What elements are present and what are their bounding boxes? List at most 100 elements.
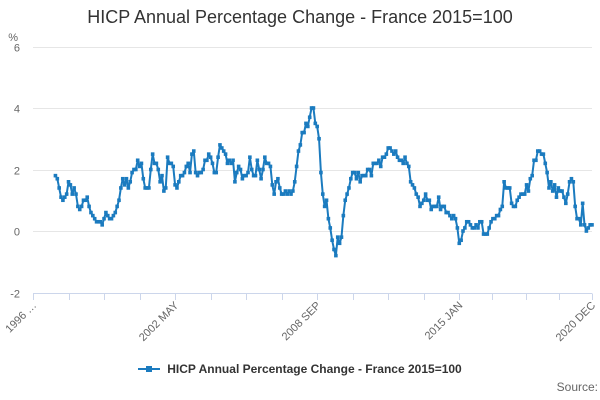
series-point-marker: [352, 170, 357, 175]
series-point-marker: [472, 226, 477, 230]
series-point-marker: [332, 247, 336, 252]
series-point-marker: [375, 161, 379, 166]
series-point-marker: [307, 115, 312, 120]
series-point-marker: [272, 192, 276, 196]
series-point-marker: [274, 180, 278, 184]
series-point-marker: [264, 161, 269, 166]
series-point-marker: [341, 213, 346, 218]
series-point-marker: [322, 204, 327, 209]
series-point-marker: [287, 189, 291, 193]
series-point-marker: [328, 226, 333, 230]
series-point-marker: [403, 155, 407, 159]
series-point-marker: [524, 183, 529, 187]
series-point-marker: [291, 189, 295, 193]
series-point-marker: [62, 195, 67, 199]
series-point-marker: [565, 192, 570, 196]
series-point-marker: [251, 173, 256, 178]
series-point-marker: [279, 192, 284, 196]
series-point-marker: [91, 213, 95, 218]
series-point-marker: [246, 170, 250, 175]
series-point-marker: [83, 198, 88, 203]
series-point-marker: [79, 204, 84, 209]
series-point-marker: [337, 241, 342, 246]
series-point-marker: [190, 152, 194, 156]
series-point-marker: [496, 213, 501, 218]
series-point-marker: [455, 226, 460, 230]
y-axis-tick-label: 0: [14, 227, 20, 239]
series-point-marker: [356, 170, 361, 175]
series-point-marker: [470, 226, 475, 230]
series-point-marker: [236, 164, 241, 169]
series-point-marker: [567, 180, 572, 184]
series-point-marker: [511, 204, 516, 209]
series-point-marker: [208, 155, 213, 159]
series-point-marker: [397, 158, 402, 163]
series-point-marker: [345, 192, 349, 196]
series-point-marker: [206, 152, 211, 156]
series-point-marker: [150, 152, 155, 156]
series-point-marker: [225, 161, 230, 166]
series-point-marker: [115, 204, 119, 209]
series-point-marker: [259, 176, 263, 181]
series-point-marker: [558, 189, 563, 193]
y-axis-unit-label: %: [8, 32, 18, 44]
series-point-marker: [315, 124, 319, 129]
series-point-marker: [122, 183, 127, 187]
series-point-marker: [158, 180, 162, 184]
series-point-marker: [380, 155, 385, 159]
series-point-marker: [517, 195, 521, 199]
series-point-marker: [446, 210, 450, 215]
series-point-marker: [590, 223, 594, 227]
series-point-marker: [180, 173, 185, 178]
series-point-marker: [451, 213, 456, 218]
series-point-marker: [442, 204, 447, 209]
series-point-marker: [586, 226, 591, 230]
series-point-marker: [330, 238, 334, 243]
series-point-marker: [132, 167, 136, 172]
series-point-marker: [588, 223, 592, 227]
series-point-marker: [177, 180, 181, 184]
x-axis-tick-label: 2020 DEC: [554, 300, 598, 344]
series-point-marker: [210, 161, 215, 166]
series-point-marker: [145, 186, 149, 190]
series-point-marker: [464, 219, 469, 224]
series-point-marker: [371, 161, 376, 166]
series-point-marker: [573, 204, 577, 209]
series-point-marker: [350, 170, 355, 175]
series-point-marker: [440, 204, 445, 209]
series-point-marker: [468, 223, 473, 227]
series-point-marker: [263, 155, 267, 159]
series-point-marker: [433, 204, 437, 209]
series-point-marker: [537, 149, 542, 153]
series-point-marker: [53, 173, 58, 178]
series-point-marker: [201, 167, 205, 172]
series-point-marker: [526, 189, 531, 193]
series-point-marker: [420, 201, 424, 206]
series-point-marker: [438, 207, 443, 212]
series-point-marker: [74, 192, 78, 196]
series-point-marker: [373, 161, 377, 166]
series-point-marker: [296, 149, 301, 153]
series-point-marker: [240, 176, 245, 181]
series-point-marker: [76, 204, 80, 209]
series-point-marker: [476, 226, 480, 230]
series-point-marker: [401, 161, 405, 166]
series-point-marker: [347, 186, 351, 190]
series-point-marker: [545, 170, 549, 175]
series-point-marker: [369, 173, 374, 178]
series-point-marker: [61, 198, 65, 203]
series-line: [54, 107, 592, 257]
series-point-marker: [55, 176, 60, 181]
series-point-marker: [113, 210, 118, 215]
series-point-marker: [178, 173, 183, 178]
legend-item[interactable]: HICP Annual Percentage Change - France 2…: [0, 362, 600, 376]
series-point-marker: [326, 216, 331, 221]
series-point-marker: [66, 180, 71, 184]
series-point-marker: [203, 158, 207, 163]
series-point-marker: [143, 186, 147, 190]
series-point-marker: [406, 164, 411, 169]
series-point-marker: [119, 186, 123, 190]
series-point-marker: [569, 176, 574, 181]
series-point-marker: [152, 161, 157, 166]
